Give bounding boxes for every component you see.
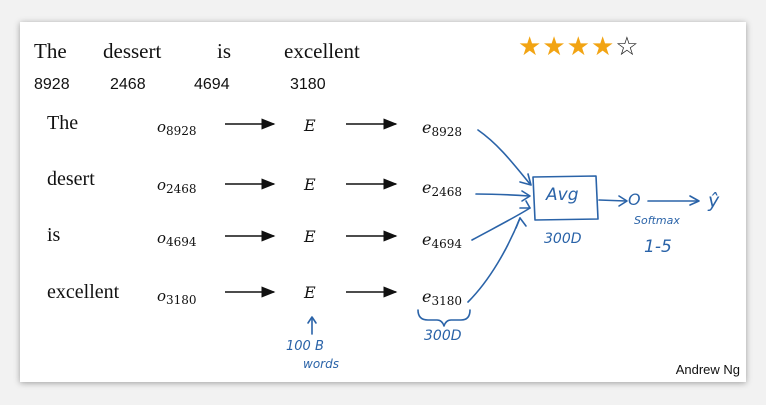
- author-credit: Andrew Ng: [675, 362, 740, 377]
- onehot-vector: o3180: [157, 287, 197, 307]
- onehot-base: o: [157, 287, 167, 305]
- row-word: The: [47, 112, 79, 134]
- sentence-word: dessert: [103, 39, 162, 63]
- row-word: is: [47, 224, 61, 246]
- ink-arrowhead: [521, 190, 531, 202]
- corpus-size-label: 100 B: [286, 339, 324, 354]
- star-empty-icon: ☆: [615, 32, 640, 62]
- ink-curve: [477, 129, 531, 185]
- ink-arrowhead: [689, 195, 700, 206]
- onehot-vector: o2468: [157, 176, 197, 196]
- corpus-words-label: words: [303, 357, 339, 371]
- emb-base: e: [422, 118, 432, 137]
- onehot-sub: 8928: [166, 124, 197, 138]
- embedding-matrix: E: [304, 116, 316, 135]
- onehot-sub: 2468: [166, 182, 197, 196]
- avg-box: [532, 175, 599, 221]
- star-filled-icon: ★: [542, 32, 567, 62]
- star-rating: ★★★★☆: [518, 32, 640, 62]
- softmax-label: Softmax: [634, 214, 680, 227]
- embedding-vector: e2468: [422, 178, 462, 199]
- onehot-base: o: [157, 176, 167, 194]
- ink-curve: [467, 217, 521, 303]
- ink-brace: [417, 309, 471, 327]
- ink-arrowhead: [618, 195, 628, 207]
- onehot-sub: 4694: [166, 235, 197, 249]
- diagram-arrows: [225, 118, 700, 335]
- word-index: 4694: [194, 76, 230, 93]
- onehot-base: o: [157, 229, 167, 247]
- word-index: 8928: [34, 76, 70, 93]
- avg-label: Avg: [546, 185, 579, 205]
- embedding-vector: e3180: [422, 287, 462, 308]
- word-index: 3180: [290, 76, 326, 93]
- emb-sub: 4694: [431, 237, 463, 251]
- emb-base: e: [422, 178, 432, 197]
- emb-dim-label: 300D: [424, 328, 462, 344]
- row-word: desert: [47, 168, 95, 190]
- ink-arrowhead: [515, 217, 527, 229]
- onehot-sub: 3180: [166, 293, 197, 307]
- emb-sub: 8928: [431, 125, 463, 139]
- ink-arrowhead: [519, 173, 532, 186]
- onehot-vector: o4694: [157, 229, 197, 249]
- avg-dim-label: 300D: [544, 231, 582, 247]
- sentence-word: is: [217, 39, 232, 63]
- ink-arrowhead: [519, 200, 531, 209]
- embedding-vector: e4694: [422, 230, 462, 251]
- ink-curve: [475, 193, 530, 197]
- sentence-word: The: [34, 39, 67, 63]
- output-y-label: ŷ: [708, 190, 720, 212]
- slide: The dessert is excellent 8928 2468 4694 …: [20, 22, 746, 382]
- emb-sub: 2468: [431, 185, 463, 199]
- sentence-word: excellent: [284, 39, 360, 63]
- ink-arrow: [598, 199, 627, 202]
- embedding-vector: e8928: [422, 118, 462, 139]
- star-filled-icon: ★: [518, 32, 543, 62]
- onehot-base: o: [157, 118, 167, 136]
- emb-base: e: [422, 287, 432, 306]
- star-filled-icon: ★: [590, 32, 616, 62]
- onehot-vector: o8928: [157, 118, 197, 138]
- emb-base: e: [422, 230, 432, 249]
- embedding-matrix: E: [304, 175, 316, 194]
- softmax-range-label: 1-5: [644, 237, 672, 257]
- word-index: 2468: [110, 76, 146, 93]
- embedding-matrix: E: [304, 227, 316, 246]
- star-filled-icon: ★: [566, 32, 591, 62]
- row-word: excellent: [47, 281, 120, 303]
- ink-arrowhead: [307, 316, 317, 324]
- output-node-label: O: [628, 190, 641, 209]
- emb-sub: 3180: [431, 294, 463, 308]
- embedding-matrix: E: [304, 283, 316, 302]
- ink-curve: [471, 207, 531, 241]
